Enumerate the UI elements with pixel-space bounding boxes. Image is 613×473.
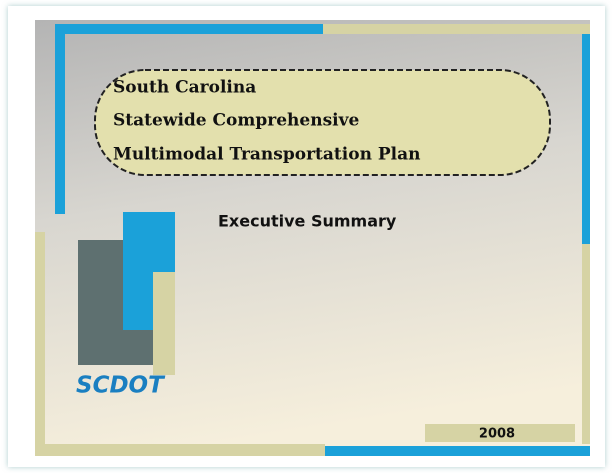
year-bar	[425, 424, 575, 442]
border-blue-top	[55, 24, 323, 34]
border-khaki-bottom	[35, 444, 325, 456]
border-khaki-left	[35, 232, 45, 456]
logo: SCDOT	[76, 373, 166, 399]
title-line: Statewide Comprehensive	[113, 111, 359, 131]
border-blue-left	[55, 24, 65, 214]
border-blue-bottom	[325, 446, 590, 456]
border-khaki-right	[582, 244, 590, 444]
title-line: South Carolina	[113, 78, 256, 98]
subtitle: Executive Summary	[218, 212, 397, 231]
year: 2008	[479, 427, 515, 442]
title-line: Multimodal Transportation Plan	[113, 145, 420, 165]
block-khaki	[153, 272, 175, 375]
title-box	[94, 69, 551, 176]
border-khaki-top	[323, 24, 590, 34]
border-blue-right	[582, 34, 590, 244]
